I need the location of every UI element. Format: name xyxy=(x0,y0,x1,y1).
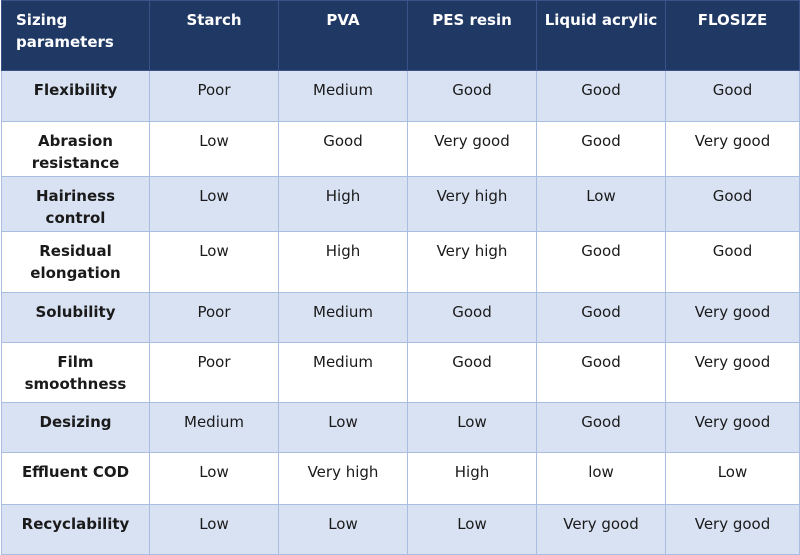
cell-liquid-acrylic: Very good xyxy=(536,504,666,555)
cell-liquid-acrylic: Good xyxy=(536,342,666,403)
cell-pes-resin: Good xyxy=(407,292,537,343)
table-header: Sizing parameters Starch PVA PES resin L… xyxy=(1,0,800,71)
cell-pes-resin: Low xyxy=(407,402,537,453)
cell-pes-resin: High xyxy=(407,452,537,505)
cell-pes-resin: Very high xyxy=(407,176,537,232)
table-row: Desizing Medium Low Low Good Very good xyxy=(1,402,800,453)
cell-pva: Low xyxy=(278,504,408,555)
cell-pva: High xyxy=(278,176,408,232)
cell-flosize: Very good xyxy=(665,292,800,343)
table-row: Film smoothness Poor Medium Good Good Ve… xyxy=(1,342,800,403)
row-param: Hairiness control xyxy=(1,176,150,232)
cell-pva: Medium xyxy=(278,292,408,343)
table-body: Flexibility Poor Medium Good Good Good A… xyxy=(1,70,800,555)
row-param: Residual elongation xyxy=(1,231,150,293)
cell-pes-resin: Good xyxy=(407,342,537,403)
cell-pva: Very high xyxy=(278,452,408,505)
header-starch: Starch xyxy=(149,0,279,71)
cell-flosize: Low xyxy=(665,452,800,505)
cell-liquid-acrylic: Good xyxy=(536,121,666,177)
header-liquid-acrylic: Liquid acrylic xyxy=(536,0,666,71)
table-row: Hairiness control Low High Very high Low… xyxy=(1,176,800,232)
cell-liquid-acrylic: Good xyxy=(536,70,666,122)
cell-liquid-acrylic: Good xyxy=(536,231,666,293)
cell-starch: Low xyxy=(149,231,279,293)
cell-starch: Low xyxy=(149,452,279,505)
row-param: Film smoothness xyxy=(1,342,150,403)
table-row: Residual elongation Low High Very high G… xyxy=(1,231,800,293)
cell-starch: Poor xyxy=(149,342,279,403)
table-row: Flexibility Poor Medium Good Good Good xyxy=(1,70,800,122)
cell-starch: Low xyxy=(149,504,279,555)
cell-liquid-acrylic: Good xyxy=(536,292,666,343)
cell-flosize: Very good xyxy=(665,121,800,177)
cell-pva: Medium xyxy=(278,70,408,122)
cell-liquid-acrylic: Low xyxy=(536,176,666,232)
header-sizing-parameters: Sizing parameters xyxy=(1,0,150,71)
cell-flosize: Very good xyxy=(665,402,800,453)
cell-flosize: Good xyxy=(665,176,800,232)
cell-liquid-acrylic: Good xyxy=(536,402,666,453)
row-param: Flexibility xyxy=(1,70,150,122)
cell-starch: Poor xyxy=(149,292,279,343)
row-param: Recyclability xyxy=(1,504,150,555)
cell-starch: Low xyxy=(149,176,279,232)
cell-pva: High xyxy=(278,231,408,293)
cell-starch: Medium xyxy=(149,402,279,453)
cell-pva: Low xyxy=(278,402,408,453)
cell-pva: Good xyxy=(278,121,408,177)
header-pva: PVA xyxy=(278,0,408,71)
cell-pes-resin: Very good xyxy=(407,121,537,177)
table-row: Abrasion resistance Low Good Very good G… xyxy=(1,121,800,177)
cell-flosize: Very good xyxy=(665,504,800,555)
table-row: Recyclability Low Low Low Very good Very… xyxy=(1,504,800,555)
cell-pes-resin: Low xyxy=(407,504,537,555)
cell-flosize: Very good xyxy=(665,342,800,403)
row-param: Desizing xyxy=(1,402,150,453)
cell-pes-resin: Good xyxy=(407,70,537,122)
cell-flosize: Good xyxy=(665,70,800,122)
cell-pva: Medium xyxy=(278,342,408,403)
row-param: Effluent COD xyxy=(1,452,150,505)
header-flosize: FLOSIZE xyxy=(665,0,800,71)
cell-starch: Poor xyxy=(149,70,279,122)
table-row: Solubility Poor Medium Good Good Very go… xyxy=(1,292,800,343)
table-row: Effluent COD Low Very high High low Low xyxy=(1,452,800,505)
cell-starch: Low xyxy=(149,121,279,177)
cell-liquid-acrylic: low xyxy=(536,452,666,505)
header-row: Sizing parameters Starch PVA PES resin L… xyxy=(1,0,800,71)
header-pes-resin: PES resin xyxy=(407,0,537,71)
row-param: Abrasion resistance xyxy=(1,121,150,177)
cell-flosize: Good xyxy=(665,231,800,293)
row-param: Solubility xyxy=(1,292,150,343)
cell-pes-resin: Very high xyxy=(407,231,537,293)
